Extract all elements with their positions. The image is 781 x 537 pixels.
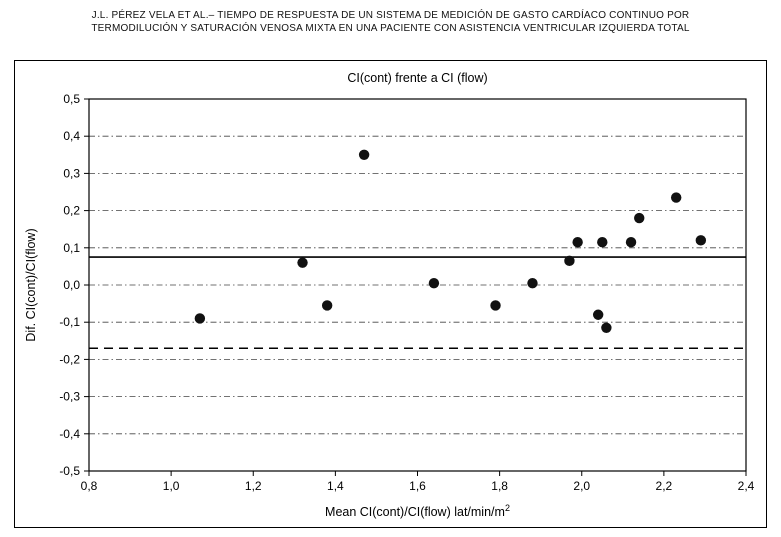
x-tick-label: 1,0: [163, 479, 180, 493]
y-tick-label: 0,3: [63, 166, 80, 180]
data-point: [601, 322, 612, 333]
y-tick-label: -0,1: [59, 315, 80, 329]
data-point: [670, 192, 682, 203]
y-tick-label: 0,1: [63, 241, 80, 255]
data-point: [490, 300, 501, 311]
data-point: [321, 300, 333, 311]
data-point: [597, 237, 608, 248]
x-axis-title: Mean CI(cont)/CI(flow) lat/min/m2: [325, 503, 510, 519]
y-tick-label: -0,2: [59, 352, 80, 366]
y-axis-title: Dif. CI(cont)/CI(flow): [24, 228, 38, 341]
x-tick-label: 1,8: [491, 479, 508, 493]
y-tick-label: 0,5: [63, 92, 80, 106]
x-tick-label: 1,2: [245, 479, 262, 493]
data-point: [297, 257, 308, 268]
chart-title: CI(cont) frente a CI (flow): [347, 71, 487, 85]
data-point: [592, 309, 604, 320]
y-tick-label: -0,5: [59, 464, 80, 478]
data-point: [358, 149, 370, 160]
scatter-chart: CI(cont) frente a CI (flow) -0,5 -0,4 -0,3 -…: [24, 71, 755, 519]
data-point: [572, 237, 583, 248]
paper-header: J.L. PÉREZ VELA ET AL.– TIEMPO DE RESPUE…: [0, 9, 781, 35]
data-point: [695, 235, 707, 246]
y-tick-label: 0,2: [63, 204, 80, 218]
data-point: [634, 212, 645, 224]
x-tick-label: 1,6: [409, 479, 426, 493]
paper-header-line-2: TERMODILUCIÓN Y SATURACIÓN VENOSA MIXTA …: [91, 23, 690, 34]
x-tick-label: 2,2: [656, 479, 673, 493]
data-point: [564, 255, 575, 267]
x-tick-label: 2,0: [573, 479, 590, 493]
x-tick-label: 1,4: [327, 479, 344, 493]
y-tick-label: 0,0: [63, 278, 80, 292]
figure-box: CI(cont) frente a CI (flow) -0,5 -0,4 -0,3 -…: [14, 60, 767, 528]
data-point: [428, 277, 440, 289]
data-point: [625, 237, 637, 248]
paper-header-line-1: J.L. PÉREZ VELA ET AL.– TIEMPO DE RESPUE…: [91, 10, 690, 21]
data-point: [194, 313, 206, 324]
x-tick-label: 2,4: [738, 479, 755, 493]
y-tick-label: -0,3: [59, 390, 80, 404]
y-tick-label: -0,4: [59, 427, 80, 441]
y-tick-label: 0,4: [63, 129, 80, 143]
x-tick-label: 0,8: [81, 479, 98, 493]
data-point: [527, 277, 538, 289]
